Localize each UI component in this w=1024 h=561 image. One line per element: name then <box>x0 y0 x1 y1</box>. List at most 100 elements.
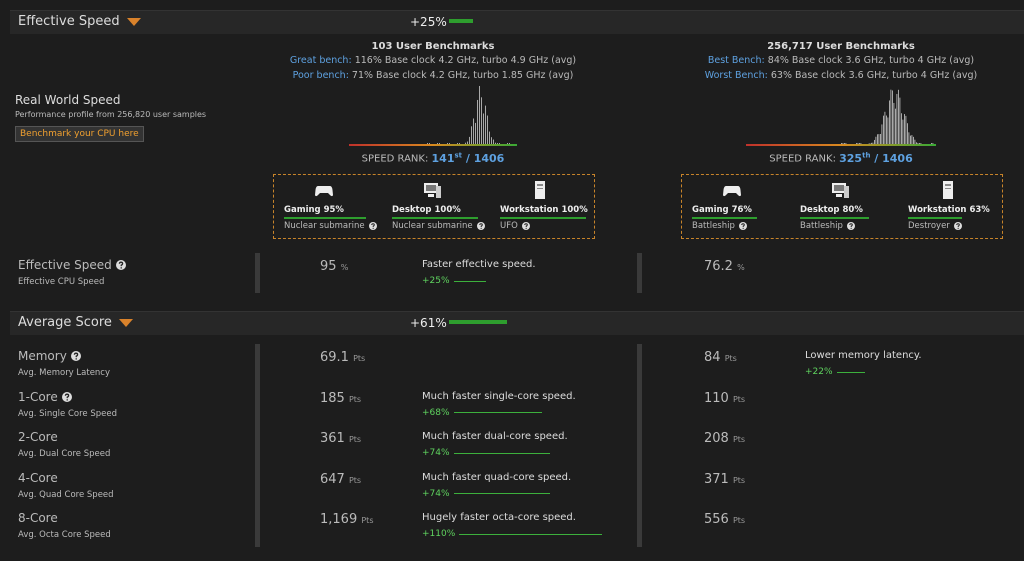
score-category: Desktop <box>800 205 840 215</box>
histogram-bar <box>475 122 476 145</box>
bench-line: Poor bench: 71% Base clock 4.2 GHz, turb… <box>183 70 683 81</box>
histogram-bar <box>887 117 889 145</box>
rank-label: SPEED RANK: <box>361 153 429 165</box>
score-class: UFO <box>500 221 530 231</box>
histogram-bar <box>896 93 898 145</box>
row-title: Effective Speed <box>18 258 112 272</box>
dropdown-arrow <box>118 318 133 327</box>
score-unit: Pts <box>732 435 746 444</box>
row-value: 371 Pts <box>704 472 745 487</box>
bench-label: Best Bench: <box>707 55 765 66</box>
score-bar <box>392 217 478 219</box>
histogram-bar <box>901 113 902 145</box>
bench-label: Poor bench: <box>292 70 349 81</box>
score-bar <box>692 217 758 219</box>
histogram <box>349 85 517 146</box>
score-value: 76.2 <box>704 259 733 274</box>
row-subtitle: Avg. Dual Core Speed <box>18 449 111 459</box>
row-value: 208 Pts <box>704 431 745 446</box>
score-class: Nuclear submarine <box>284 221 377 231</box>
histogram-bar <box>914 139 916 145</box>
bench-line: Best Bench: 84% Base clock 3.6 GHz, turb… <box>591 55 1024 66</box>
histogram-bar <box>477 99 478 145</box>
rank-number: 325 <box>839 151 863 165</box>
help-dot <box>120 267 122 269</box>
row-value: 76.2 % <box>704 259 745 274</box>
section-title: Average Score <box>18 315 112 330</box>
row-subtitle: Avg. Single Core Speed <box>18 408 117 419</box>
score-value: 208 <box>704 431 729 446</box>
help-mark <box>741 223 745 228</box>
row-title-wrap: Memory <box>18 349 81 363</box>
benchmark-count: 103 User Benchmarks <box>371 41 495 52</box>
help-dot <box>75 358 77 360</box>
case <box>943 181 953 199</box>
score-value: 69.1 <box>320 350 349 365</box>
delta-label: +22% <box>805 367 833 377</box>
screen <box>426 185 436 191</box>
histogram-bar <box>883 115 884 145</box>
rank-suffix: st <box>454 151 463 159</box>
help-icon <box>846 222 855 230</box>
help-dot <box>957 227 959 229</box>
bench-label: Worst Bench: <box>704 70 768 81</box>
benchmark-button[interactable]: Benchmark your CPU here <box>15 126 144 142</box>
comparison-text: Much faster single-core speed. <box>422 390 576 402</box>
help-dot <box>480 227 482 229</box>
bench-label: Great bench: <box>289 55 352 66</box>
histogram-bar <box>881 124 883 145</box>
benchmark-count: 256,717 User Benchmarks <box>767 41 915 52</box>
help-mark <box>370 223 375 228</box>
row-subtitle: Avg. Quad Core Speed <box>18 489 114 500</box>
rank-total: / 1406 <box>465 151 505 165</box>
help-mark <box>524 223 528 228</box>
rank-value: 325th / 1406 <box>839 151 913 165</box>
help-icon <box>521 222 530 230</box>
delta-line <box>453 412 542 413</box>
slot <box>537 188 543 189</box>
histogram-bar <box>905 115 907 145</box>
histogram-bar <box>481 97 482 145</box>
histogram-bar <box>471 126 472 145</box>
comparison-delta: +22% <box>805 367 866 377</box>
histogram-bar <box>465 142 466 145</box>
bench-text: 63% Base clock 3.6 GHz, turbo 4 GHz (avg… <box>770 70 978 81</box>
score-unit: % <box>340 263 349 272</box>
row-title-wrap: 4-Core <box>18 471 58 485</box>
score-value: 556 <box>704 512 729 527</box>
histogram-bar <box>469 136 470 145</box>
histogram-bar <box>495 142 496 145</box>
score-value: 361 <box>320 431 345 446</box>
class-name: Battleship <box>692 221 735 231</box>
score-category: Workstation <box>500 205 559 215</box>
score-name: Desktop 80% <box>800 205 863 215</box>
comparison-text: Much faster quad-core speed. <box>422 471 572 483</box>
row-subtitle: Avg. Octa Core Speed <box>18 530 111 540</box>
rank-suffix: th <box>862 151 871 159</box>
row-title-wrap: 2-Core <box>18 430 58 444</box>
score-class: Destroyer <box>908 221 962 231</box>
screen <box>834 185 844 191</box>
score-bar <box>284 217 366 219</box>
bench-line: Worst Bench: 63% Base clock 3.6 GHz, tur… <box>591 70 1024 81</box>
comparison-text: Hugely faster octa-core speed. <box>422 512 576 523</box>
row-value: 84 Pts <box>704 350 737 365</box>
row-subtitle: Effective CPU Speed <box>18 277 105 287</box>
histogram-baseline <box>746 144 936 146</box>
histogram-bar <box>893 102 895 145</box>
help-icon <box>476 222 485 230</box>
help-icon <box>115 260 126 270</box>
help-dot <box>850 227 852 229</box>
score-value: 647 <box>320 471 345 487</box>
comparison-delta: +25% <box>422 276 487 286</box>
row-title-wrap: Effective Speed <box>18 258 126 272</box>
histogram-bar <box>899 97 901 145</box>
histogram-bar <box>908 132 910 145</box>
row-title: 1-Core <box>18 389 58 404</box>
class-name: Nuclear submarine <box>284 221 365 231</box>
score-pct: 80% <box>842 205 863 215</box>
score-class: Battleship <box>800 221 855 231</box>
histogram-bar <box>473 118 474 145</box>
histogram-bar <box>910 135 911 145</box>
row-value: 647 Pts <box>320 472 361 487</box>
